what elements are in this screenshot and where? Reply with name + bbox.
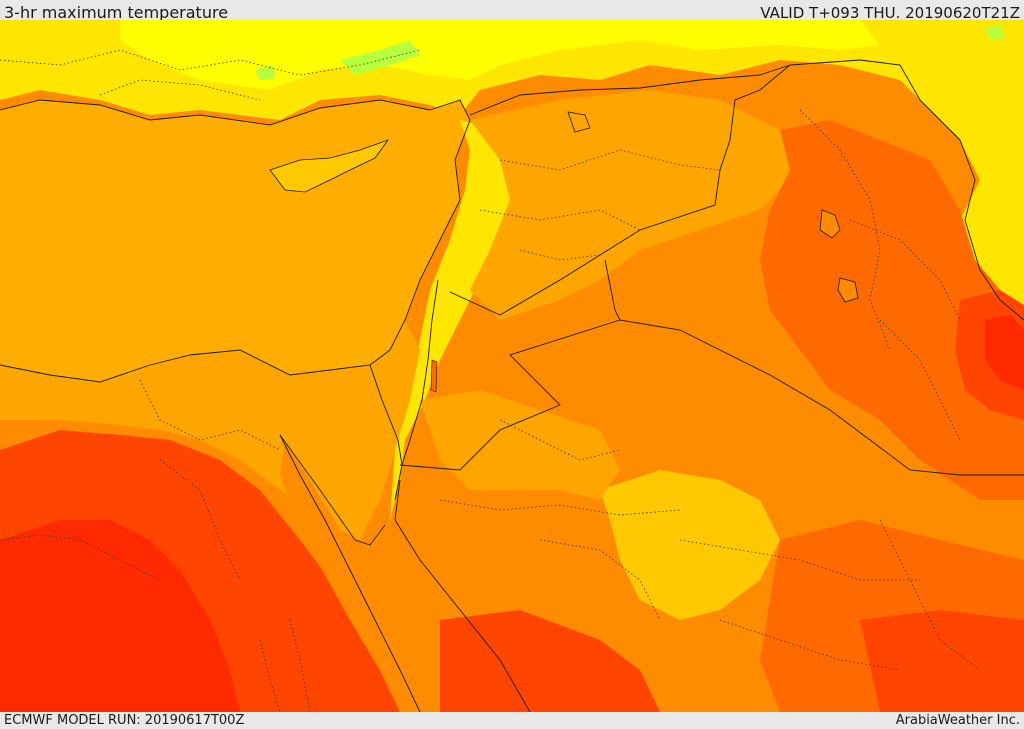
levant-yellow [390, 120, 520, 520]
green-patch-2 [255, 65, 276, 80]
gulf-coast-iran [959, 139, 1024, 321]
turkey-coastline [0, 99, 431, 126]
credit: ArabiaWeather Inc. [895, 713, 1020, 728]
egypt-border [369, 364, 403, 466]
red-sea-east-coast [394, 479, 531, 712]
gulf-deep-red [985, 315, 1024, 390]
footer-bar: ECMWF MODEL RUN: 20190617T00Z ArabiaWeat… [0, 712, 1024, 729]
green-patch [340, 40, 420, 75]
jordan-border [399, 259, 621, 471]
arabia-south-red [440, 610, 660, 712]
turkey-yellow [120, 20, 880, 90]
gulf-of-suez [279, 434, 386, 546]
syria-iraq-border [449, 64, 791, 316]
model-run: ECMWF MODEL RUN: 20190617T00Z [4, 713, 245, 728]
arabia-gold-center [600, 470, 780, 620]
syria-orange [470, 90, 800, 320]
dead-sea [430, 359, 438, 393]
map-canvas [0, 20, 1024, 712]
green-patch-3 [985, 25, 1005, 40]
admin-borders [0, 49, 981, 712]
med-coastline [0, 99, 471, 383]
cyprus [269, 139, 390, 193]
arabia-southeast-red [860, 610, 1024, 712]
mediterranean-sea [0, 100, 470, 382]
turkey-syria-border [469, 64, 791, 116]
red-sea-west-coast [279, 434, 421, 712]
lake-habbaniyah [837, 277, 859, 303]
egypt-deep-red [0, 520, 240, 712]
iran-iraq-border [789, 59, 961, 141]
sinai-light [0, 320, 420, 540]
temperature-map[interactable] [0, 20, 1024, 712]
iraq-saudi-border [619, 319, 1024, 476]
red-sea [280, 440, 440, 712]
zagros-yellow [900, 40, 1024, 310]
lake-assad [567, 111, 591, 133]
lake-tharthar [819, 209, 841, 239]
valid-time: VALID T+093 THU. 20190620T21Z [760, 4, 1020, 22]
arabia-gold-west [420, 390, 620, 500]
map-title: 3-hr maximum temperature [4, 3, 229, 22]
header-bar: 3-hr maximum temperature VALID T+093 THU… [0, 0, 1024, 22]
